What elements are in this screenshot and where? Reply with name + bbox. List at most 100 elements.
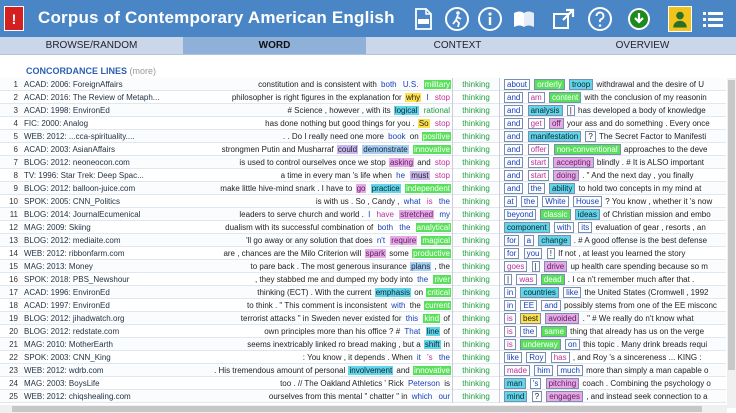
- source-link[interactable]: MAG: 2003: BoysLife: [24, 379, 100, 388]
- vertical-scrollbar[interactable]: [727, 78, 736, 408]
- user-icon[interactable]: [668, 6, 692, 32]
- left-context-word[interactable]: the: [399, 223, 411, 232]
- right-context-word[interactable]: same: [541, 326, 567, 337]
- node-word[interactable]: thinking: [452, 117, 500, 130]
- source-link[interactable]: BLOG: 2012: neoneocon.com: [24, 158, 130, 167]
- info-icon[interactable]: [477, 6, 503, 32]
- left-context-word[interactable]: rational: [423, 106, 450, 115]
- right-context-word[interactable]: about: [504, 79, 531, 90]
- source-link[interactable]: WEB: 2012: ribbonfarm.com: [24, 249, 125, 258]
- concordance-row[interactable]: 10 SPOK: 2005: CNN_Politics is with us . S…: [0, 195, 726, 208]
- right-context-word[interactable]: offer: [527, 144, 550, 155]
- left-context-word[interactable]: current: [424, 301, 451, 310]
- right-context-word[interactable]: with: [553, 222, 575, 233]
- source-link[interactable]: BLOG: 2012: mediaite.com: [24, 236, 121, 245]
- node-word[interactable]: thinking: [452, 182, 500, 195]
- right-context-word[interactable]: accepting: [553, 157, 594, 168]
- concordance-row[interactable]: 14 WEB: 2012: ribbonfarm.com are , chances…: [0, 247, 726, 260]
- right-context-word[interactable]: ?: [531, 391, 543, 402]
- node-word[interactable]: thinking: [452, 377, 500, 390]
- left-context-word[interactable]: with: [391, 301, 406, 310]
- tab-word[interactable]: WORD: [183, 37, 366, 54]
- source-link[interactable]: WEB: 2012: ...cca-spirituality....: [24, 132, 135, 141]
- right-context-word[interactable]: !: [546, 248, 555, 259]
- right-context-word[interactable]: and: [541, 300, 561, 311]
- right-context-word[interactable]: |: [531, 261, 540, 272]
- right-context-word[interactable]: in: [504, 300, 517, 311]
- right-context-word[interactable]: ideas: [574, 209, 600, 220]
- source-link[interactable]: BLOG: 2014: JournalEcumenical: [24, 210, 141, 219]
- right-context-word[interactable]: am: [527, 92, 545, 103]
- source-link[interactable]: MAG: 2013: Money: [24, 262, 93, 271]
- source-link[interactable]: ACAD: 1997: EnvironEd: [24, 301, 110, 310]
- left-context-word[interactable]: the: [438, 197, 450, 206]
- left-context-word[interactable]: stop: [434, 119, 450, 128]
- node-word[interactable]: thinking: [452, 273, 500, 286]
- right-context-word[interactable]: orderly: [534, 79, 565, 90]
- left-context-word[interactable]: river: [433, 275, 451, 284]
- left-context-word[interactable]: magical: [421, 236, 451, 245]
- right-context-word[interactable]: start: [527, 170, 550, 181]
- left-context-word[interactable]: spark: [364, 249, 387, 258]
- right-context-word[interactable]: drive: [543, 261, 568, 272]
- source-link[interactable]: ACAD: 1996: EnvironEd: [24, 288, 110, 297]
- left-context-word[interactable]: the: [417, 275, 429, 284]
- right-context-word[interactable]: |: [504, 274, 513, 285]
- left-context-word[interactable]: n't: [376, 236, 386, 245]
- left-context-word[interactable]: line: [425, 327, 441, 336]
- scrollbar-thumb[interactable]: [728, 80, 735, 370]
- source-link[interactable]: SPOK: 2018: PBS_Newshour: [24, 275, 130, 284]
- right-context-word[interactable]: is: [504, 339, 516, 350]
- right-context-word[interactable]: mind: [504, 391, 528, 402]
- node-word[interactable]: thinking: [452, 312, 500, 325]
- left-context-word[interactable]: stop: [434, 93, 450, 102]
- concordance-row[interactable]: 1 ACAD: 2006: ForeignAffairs constitution …: [0, 78, 726, 91]
- right-context-word[interactable]: non-conventional: [553, 144, 621, 155]
- concordance-row[interactable]: 8 TV: 1996: Star Trek: Deep Spac... a time…: [0, 169, 726, 182]
- right-context-word[interactable]: and: [504, 131, 524, 142]
- node-word[interactable]: thinking: [452, 156, 500, 169]
- left-context-word[interactable]: this: [405, 314, 419, 323]
- source-link[interactable]: ACAD: 2016: The Review of Metaph...: [24, 93, 160, 102]
- left-context-word[interactable]: book: [388, 132, 406, 141]
- concordance-row[interactable]: 5 WEB: 2012: ...cca-spirituality.... . . D…: [0, 130, 726, 143]
- right-context-word[interactable]: and: [504, 118, 524, 129]
- concordance-row[interactable]: 6 ACAD: 2003: AsianAffairs strongmen Putin…: [0, 143, 726, 156]
- left-context-word[interactable]: innovative: [412, 145, 451, 154]
- concordance-row[interactable]: 23 WEB: 2012: wdrb.com . His tremendous am…: [0, 364, 726, 377]
- concordance-row[interactable]: 19 BLOG: 2012: jihadwatch.org terrorist at…: [0, 312, 726, 325]
- left-context-word[interactable]: the: [438, 353, 450, 362]
- right-context-word[interactable]: made: [504, 365, 531, 376]
- right-context-word[interactable]: is: [504, 326, 516, 337]
- left-context-word[interactable]: stop: [434, 171, 450, 180]
- source-link[interactable]: BLOG: 2012: balloon-juice.com: [24, 184, 136, 193]
- left-context-word[interactable]: U.S.: [402, 80, 419, 89]
- left-context-word[interactable]: shift: [423, 340, 441, 349]
- right-context-word[interactable]: engages: [546, 391, 583, 402]
- right-context-word[interactable]: you: [523, 248, 543, 259]
- right-context-word[interactable]: countries: [520, 287, 559, 298]
- node-word[interactable]: thinking: [452, 221, 500, 234]
- concordance-row[interactable]: 4 FIC: 2000: Analog has done nothing but g…: [0, 117, 726, 130]
- concordance-row[interactable]: 7 BLOG: 2012: neoneocon.com is used to con…: [0, 156, 726, 169]
- left-context-word[interactable]: Peterson: [407, 379, 440, 388]
- left-context-word[interactable]: logical: [393, 106, 419, 115]
- right-context-word[interactable]: best: [520, 313, 542, 324]
- left-context-word[interactable]: productive: [412, 249, 451, 258]
- node-word[interactable]: thinking: [452, 78, 500, 91]
- left-context-word[interactable]: So: [417, 119, 430, 128]
- left-context-word[interactable]: positive: [421, 132, 451, 141]
- node-word[interactable]: thinking: [452, 364, 500, 377]
- right-context-word[interactable]: him: [534, 365, 554, 376]
- right-context-word[interactable]: man: [504, 378, 526, 389]
- concordance-row[interactable]: 17 ACAD: 1996: EnvironEd thinking (ECT) . …: [0, 286, 726, 299]
- node-word[interactable]: thinking: [452, 195, 500, 208]
- left-context-word[interactable]: could: [336, 145, 359, 154]
- pdf-icon[interactable]: [410, 6, 436, 32]
- right-context-word[interactable]: analysis: [527, 105, 563, 116]
- node-word[interactable]: thinking: [452, 299, 500, 312]
- right-context-word[interactable]: has: [550, 352, 570, 363]
- left-context-word[interactable]: have: [376, 210, 394, 219]
- node-word[interactable]: thinking: [452, 143, 500, 156]
- node-word[interactable]: thinking: [452, 130, 500, 143]
